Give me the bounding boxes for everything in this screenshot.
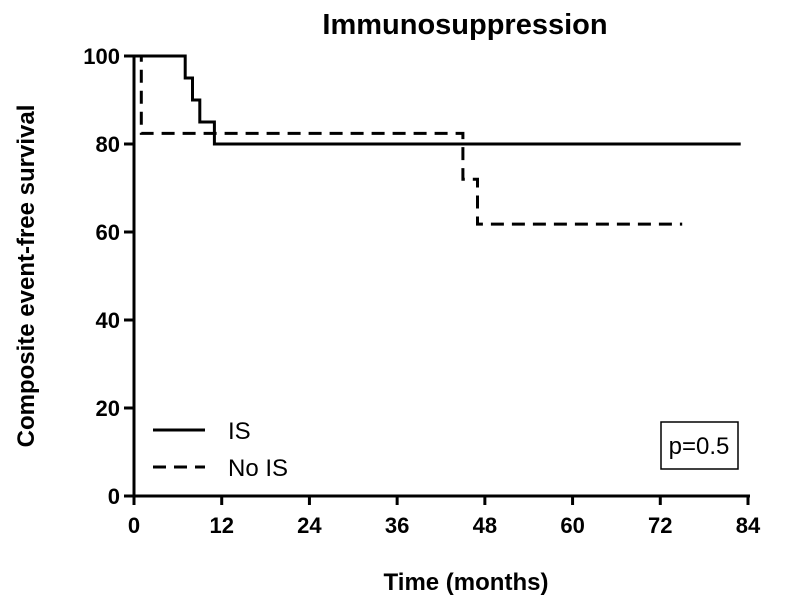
legend-label: No IS [228,455,288,482]
chart-title: Immunosuppression [322,9,607,41]
y-tick-label: 60 [96,220,120,245]
y-tick-label: 100 [83,44,120,69]
axes [132,56,750,498]
y-tick-label: 40 [96,308,120,333]
series-line-is [134,54,741,146]
legend-label: IS [228,418,251,445]
x-tick-label: 48 [473,513,497,538]
x-tick-label: 24 [297,513,322,538]
series-layer [134,54,741,226]
y-axis-ticks: 0 20 40 60 80 100 [83,44,134,509]
x-axis-ticks: 0 12 24 36 48 60 72 84 [128,496,761,538]
y-tick-label: 0 [108,484,120,509]
legend: IS No IS [153,418,288,482]
x-tick-label: 12 [209,513,233,538]
x-tick-label: 0 [128,513,140,538]
y-axis-label: Composite event-free survival [13,105,40,448]
y-tick-label: 80 [96,132,120,157]
series-line-no-is [134,54,683,226]
p-value-box: p=0.5 [660,421,739,470]
x-tick-label: 60 [560,513,584,538]
y-tick-label: 20 [96,396,120,421]
p-value-text: p=0.5 [669,433,730,460]
x-axis-label: Time (months) [384,569,549,596]
x-tick-label: 36 [385,513,409,538]
x-tick-label: 84 [736,513,761,538]
x-tick-label: 72 [648,513,672,538]
